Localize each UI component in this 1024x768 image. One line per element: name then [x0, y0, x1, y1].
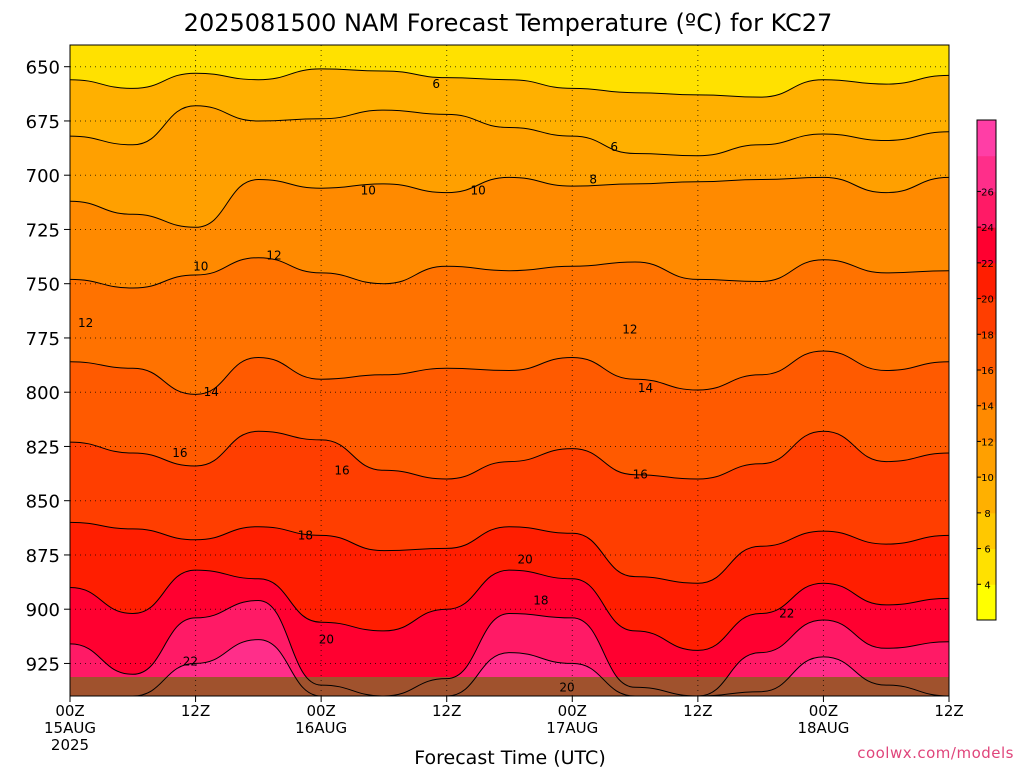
x-tick-label: 00Z	[55, 702, 84, 720]
contour-6	[70, 68, 949, 98]
x-tick-label: 12Z	[181, 702, 210, 720]
contour-label: 14	[638, 381, 653, 395]
contour-16	[70, 430, 949, 480]
colorbar-segment	[977, 262, 996, 300]
colorbar-label: 10	[981, 473, 994, 484]
y-tick-label: 825	[26, 437, 60, 458]
contour-label: 10	[193, 259, 208, 273]
colorbar-segment	[977, 191, 996, 228]
contour-10	[70, 176, 949, 228]
plot-frame	[69, 44, 950, 697]
temperature-fill-bands	[70, 45, 949, 696]
x-tick-label: 12Z	[934, 702, 963, 720]
contour-label: 12	[622, 322, 637, 336]
contour-22	[70, 599, 949, 696]
x-axis-label: Forecast Time (UTC)	[414, 747, 605, 768]
x-tick-label: 12Z	[683, 702, 712, 720]
contour-label: 22	[779, 607, 794, 621]
x-tick-label: 18AUG	[797, 719, 849, 737]
contour-8	[70, 105, 949, 157]
y-tick-label: 875	[26, 546, 60, 567]
contour-label: 18	[298, 528, 313, 542]
colorbar-label: 22	[981, 259, 994, 270]
contour-label: 20	[319, 633, 334, 647]
contour-label: 6	[432, 77, 440, 91]
y-tick-label: 725	[26, 220, 60, 241]
x-tick-label: 00Z	[558, 702, 587, 720]
contour-labels: 6 6 8 10 10 10 12 12 12 14 14 16 16 16 18 20 18 20 22 22 20	[78, 77, 794, 694]
colorbar-segment	[977, 120, 996, 157]
contour-label: 16	[633, 468, 648, 482]
colorbar: 4 6 8 10 12 14 16 18 20 22 24 26	[976, 119, 997, 621]
contour-label: 6	[610, 140, 618, 154]
colorbar-label: 8	[984, 509, 990, 520]
ground-surface	[70, 677, 949, 696]
colorbar-segment	[977, 548, 996, 585]
chart-title: 2025081500 NAM Forecast Temperature (ºC)…	[184, 9, 833, 37]
contour-12	[70, 257, 949, 289]
contour-label: 16	[172, 446, 187, 460]
contour-24	[70, 639, 949, 696]
colorbar-label: 4	[984, 580, 990, 591]
colorbar-label: 18	[981, 330, 994, 341]
x-tick-label: 2025	[51, 736, 89, 754]
x-tick-label: 15AUG	[44, 719, 96, 737]
colorbar-segment	[977, 512, 996, 550]
y-tick-label: 925	[26, 654, 60, 675]
contour-label: 12	[78, 316, 93, 330]
x-tick-label: 00Z	[306, 702, 335, 720]
colorbar-segment	[977, 441, 996, 478]
colorbar-label: 26	[981, 187, 994, 198]
y-tick-label: 775	[26, 329, 60, 350]
colorbar-segment	[977, 370, 996, 407]
contour-14	[70, 350, 949, 395]
y-tick-label: 900	[26, 600, 60, 621]
contour-label: 10	[361, 183, 376, 197]
contour-label: 14	[204, 385, 219, 399]
site-credit: coolwx.com/models	[857, 744, 1014, 762]
colorbar-segment	[977, 227, 996, 264]
colorbar-label: 14	[981, 402, 994, 413]
x-tick-label: 00Z	[809, 702, 838, 720]
y-tick-label: 800	[26, 383, 60, 404]
contour-label: 20	[518, 552, 533, 566]
contour-label: 8	[589, 173, 597, 187]
y-tick-label: 700	[26, 166, 60, 187]
x-tick-label: 17AUG	[546, 719, 598, 737]
colorbar-segment	[977, 405, 996, 442]
contour-label: 18	[533, 594, 548, 608]
colorbar-label: 16	[981, 366, 994, 377]
y-tick-label: 675	[26, 112, 60, 133]
colorbar-label: 6	[984, 545, 990, 556]
y-tick-label: 750	[26, 275, 60, 296]
contour-label: 22	[183, 654, 198, 668]
colorbar-segment	[977, 334, 996, 371]
x-tick-label: 12Z	[432, 702, 461, 720]
contour-label: 16	[334, 463, 349, 477]
contour-20	[70, 569, 949, 651]
contour-lines	[70, 68, 949, 696]
contour-label: 12	[266, 248, 281, 262]
colorbar-segment	[977, 477, 996, 514]
y-axis: 650 675 700 725 750 775 800 825 850 875 900 925	[26, 58, 70, 675]
colorbar-segment	[977, 155, 996, 192]
gridlines	[70, 45, 949, 696]
y-tick-label: 650	[26, 58, 60, 79]
contour-label: 10	[470, 183, 485, 197]
colorbar-segment	[977, 298, 996, 335]
colorbar-label: 24	[981, 223, 994, 234]
contour-label: 20	[559, 680, 574, 694]
colorbar-label: 12	[981, 437, 994, 448]
colorbar-label: 20	[981, 295, 994, 306]
colorbar-segment	[977, 584, 996, 621]
x-tick-label: 16AUG	[295, 719, 347, 737]
y-tick-label: 850	[26, 492, 60, 513]
contour-18	[70, 521, 949, 584]
